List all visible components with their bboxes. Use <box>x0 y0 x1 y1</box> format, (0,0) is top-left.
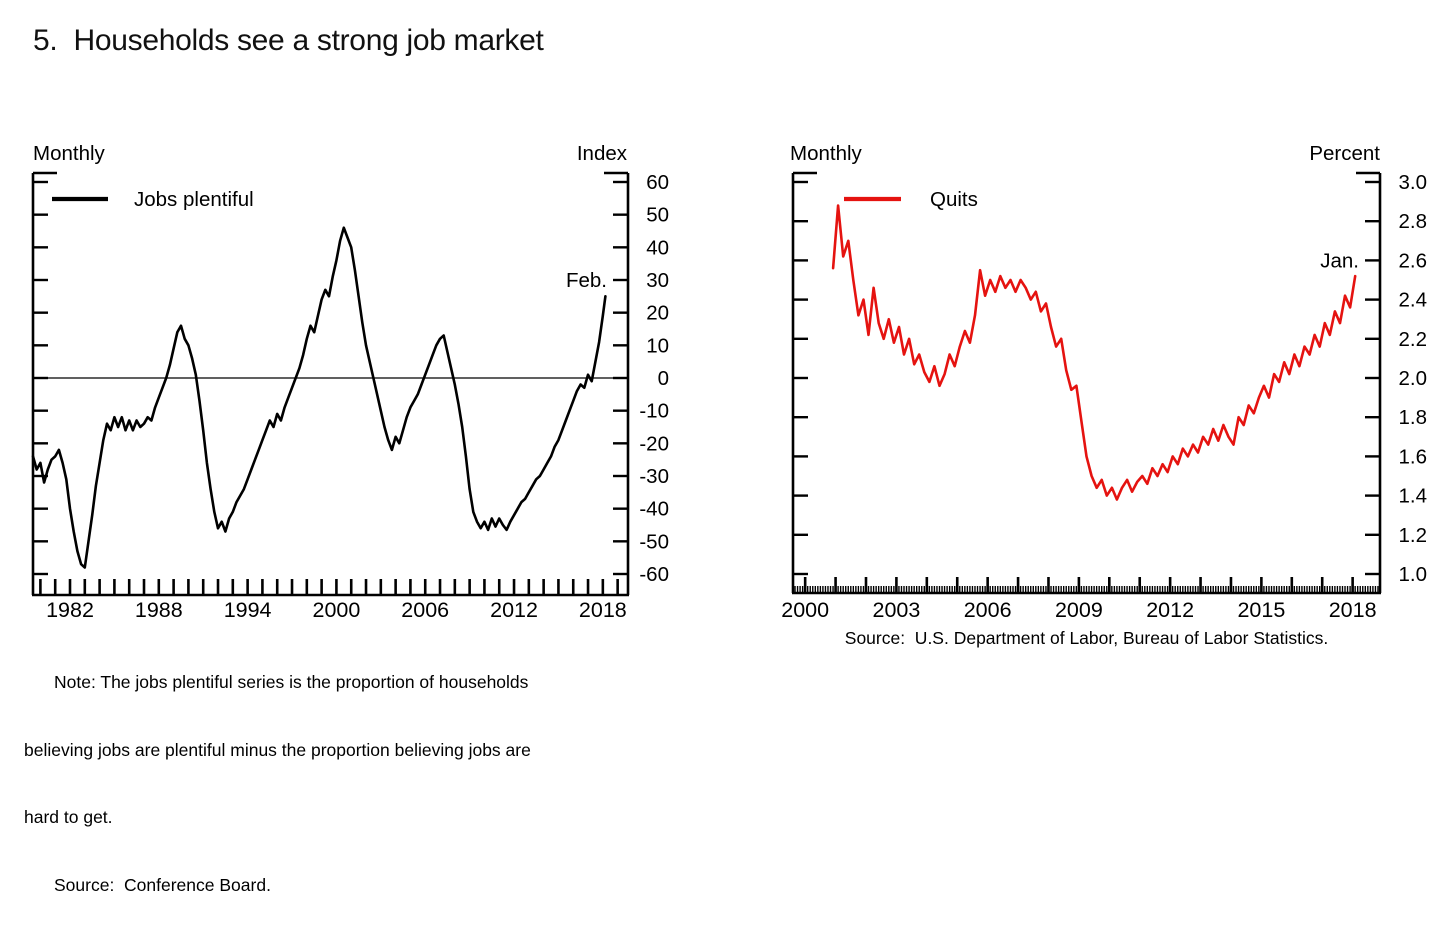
unit-label: Percent <box>1309 142 1380 165</box>
x-year-label-2012: 2012 <box>1146 598 1194 622</box>
y-tick-label-2.0: 2.0 <box>1399 367 1428 390</box>
jobs-plentiful-chart: 60 50 40 30 20 10 0 -10 -20 -30 -40 -50 -60 1982 1988 1… <box>31 171 669 622</box>
y-tick-label-60: 60 <box>646 171 669 194</box>
y-tick-label-1.8: 1.8 <box>1399 406 1428 429</box>
y-tick-label-2.6: 2.6 <box>1399 249 1428 272</box>
x-year-label-2003: 2003 <box>872 598 920 622</box>
note-line: Note: The jobs plentiful series is the p… <box>54 672 529 692</box>
x-year-label-2015: 2015 <box>1237 598 1285 622</box>
x-year-label-1982: 1982 <box>46 598 94 622</box>
y-tick-label-0: 0 <box>658 367 669 390</box>
x-year-label-2018: 2018 <box>579 598 627 622</box>
x-year-label-1994: 1994 <box>224 598 272 622</box>
y-tick-label-2.8: 2.8 <box>1399 210 1428 233</box>
x-year-label-2018: 2018 <box>1329 598 1377 622</box>
y-tick-label-1.6: 1.6 <box>1399 445 1428 468</box>
y-tick-label--10: -10 <box>639 400 669 423</box>
y-tick-label-1.4: 1.4 <box>1399 485 1428 508</box>
y-tick-label-2.4: 2.4 <box>1399 289 1428 312</box>
annotation-feb: Feb. <box>566 269 607 292</box>
source-line: Source: U.S. Department of Labor, Bureau… <box>844 628 1329 648</box>
y-tick-label-40: 40 <box>646 236 669 259</box>
quits-figure: Monthly Percent 3.0 2.8 2.6 2.4 2.2 2.0 1.8 1.6… <box>770 140 1442 740</box>
chart-note: Note: The jobs plentiful series is the p… <box>24 626 644 941</box>
jobs-plentiful-figure: Monthly Index 60 50 40 30 20 10 0 -10 -20 -30 -40 -… <box>0 140 700 895</box>
y-tick-label-3.0: 3.0 <box>1399 171 1428 194</box>
frequency-label: Monthly <box>790 142 862 165</box>
x-year-label-2006: 2006 <box>401 598 449 622</box>
source-line: Source: Conference Board. <box>54 874 271 895</box>
x-year-label-2000: 2000 <box>312 598 360 622</box>
y-tick-label-50: 50 <box>646 204 669 227</box>
legend-label: Quits <box>930 188 978 211</box>
y-tick-label--50: -50 <box>639 530 669 553</box>
y-tick-label-2.2: 2.2 <box>1399 328 1428 351</box>
y-tick-label-10: 10 <box>646 334 669 357</box>
chart-head: Monthly Index <box>33 142 627 166</box>
chart-head: Monthly Percent <box>790 142 1380 166</box>
y-tick-label-20: 20 <box>646 302 669 325</box>
y-tick-label-1.2: 1.2 <box>1399 524 1428 547</box>
unit-label: Index <box>576 142 627 165</box>
x-year-label-1988: 1988 <box>135 598 183 622</box>
y-tick-label--30: -30 <box>639 465 669 488</box>
jobs-plentiful-series-line <box>31 226 607 569</box>
page: { "title": "5. Households see a strong j… <box>0 24 1442 895</box>
quits-series-line <box>831 204 1357 501</box>
x-year-label-2009: 2009 <box>1055 598 1103 622</box>
y-tick-label-1.0: 1.0 <box>1399 563 1428 586</box>
legend-label: Jobs plentiful <box>134 188 254 211</box>
y-tick-label--40: -40 <box>639 498 669 521</box>
note-line: believing jobs are plentiful minus the p… <box>24 739 531 760</box>
y-tick-label--20: -20 <box>639 432 669 455</box>
x-year-label-2000: 2000 <box>781 598 829 622</box>
x-year-label-2006: 2006 <box>964 598 1012 622</box>
frequency-label: Monthly <box>33 142 105 165</box>
y-tick-label--60: -60 <box>639 563 669 586</box>
y-tick-label-30: 30 <box>646 269 669 292</box>
x-year-label-2012: 2012 <box>490 598 538 622</box>
quits-chart: 3.0 2.8 2.6 2.4 2.2 2.0 1.8 1.6 1.4 1.2 1.0 2000 200… <box>781 171 1428 622</box>
annotation-jan: Jan. <box>1320 249 1359 272</box>
page-title: 5. Households see a strong job market <box>33 24 544 57</box>
note-line: hard to get. <box>24 807 113 827</box>
